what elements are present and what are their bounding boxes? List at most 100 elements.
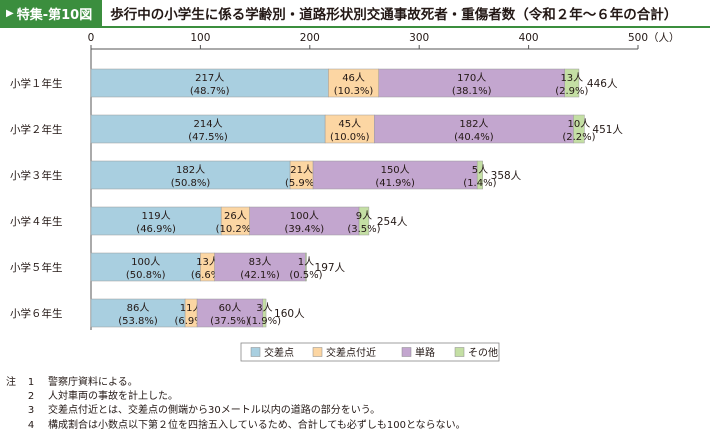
- data-label-count: 150人: [381, 164, 410, 176]
- x-tick-label: 200: [300, 32, 320, 44]
- data-label-count: 83人: [249, 256, 272, 268]
- data-label-count: 13人: [560, 72, 583, 84]
- data-label-percent: (50.8%): [171, 178, 211, 189]
- note-number: 3: [27, 405, 35, 417]
- bar-segment: [328, 68, 379, 98]
- data-label-count: 170人: [457, 72, 486, 84]
- chart-title: 歩行中の小学生に係る学齢別・道路形状別交通事故死者・重傷者数（令和２年～６年の合…: [110, 7, 678, 23]
- note-number: 1: [27, 377, 35, 388]
- figure-number: 特集-第10図: [16, 7, 93, 23]
- bar-segment: [196, 298, 264, 328]
- data-label-percent: (10.2%): [216, 224, 256, 235]
- note-row-4: 4 構成割合は小数点以下第２位を四捨五入しているため、合計しても必ずしも100と…: [6, 419, 466, 433]
- bar-segment: [90, 160, 291, 190]
- data-label-percent: (10.0%): [330, 132, 370, 143]
- x-tick-label: 500: [628, 32, 648, 44]
- total-label: 358人: [491, 170, 522, 182]
- note-number: 2: [27, 391, 35, 403]
- bar-segment: [374, 114, 574, 144]
- data-label-percent: (6.9%): [174, 316, 207, 327]
- data-label-percent: (2.2%): [562, 132, 595, 143]
- data-label-percent: (3.5%): [347, 224, 380, 235]
- category-label: 小学４年生: [10, 215, 63, 228]
- data-label-count: 182人: [459, 118, 488, 130]
- data-label-percent: (42.1%): [240, 270, 280, 281]
- bar-segment: [90, 68, 329, 98]
- total-label: 254人: [377, 216, 408, 228]
- note-row-1: 注 1 警察庁資料による。: [6, 376, 466, 390]
- legend-label: 交差点付近: [326, 346, 376, 359]
- x-tick-label: 0: [88, 32, 95, 44]
- note-row-3: 3 交差点付近とは、交差点の側端から30メートル以内の道路の部分をいう。: [6, 404, 466, 418]
- bar-segment: [249, 206, 360, 236]
- category-label: 小学１年生: [10, 77, 63, 90]
- triangle-right-icon: ▶: [6, 7, 14, 19]
- data-label-percent: (47.5%): [188, 132, 228, 143]
- bar-segment: [90, 114, 326, 144]
- data-label-count: 182人: [176, 164, 205, 176]
- legend-label: 交差点: [264, 346, 294, 359]
- category-label: 小学３年生: [10, 169, 63, 182]
- data-label-percent: (38.1%): [452, 86, 492, 97]
- data-label-count: 214人: [194, 118, 223, 130]
- notes: 注 1 警察庁資料による。 2 人対車両の事故を計上した。 3 交差点付近とは、…: [6, 376, 466, 433]
- note-text: 警察庁資料による。: [48, 377, 138, 388]
- category-label: 小学６年生: [10, 307, 63, 320]
- data-label-percent: (50.8%): [126, 270, 166, 281]
- data-label-count: 100人: [131, 256, 160, 268]
- data-label-count: 45人: [338, 118, 361, 130]
- bar-segment: [214, 252, 306, 282]
- data-label-percent: (0.5%): [289, 270, 322, 281]
- data-label-percent: (48.7%): [190, 86, 230, 97]
- figure-badge: ▶ 特集-第10図: [0, 0, 103, 26]
- figure-header: ▶ 特集-第10図 歩行中の小学生に係る学齢別・道路形状別交通事故死者・重傷者数…: [0, 0, 710, 28]
- total-label: 446人: [587, 78, 618, 90]
- data-label-percent: (5.9%): [285, 178, 318, 189]
- data-label-count: 5人: [472, 164, 488, 176]
- total-label: 451人: [592, 124, 623, 136]
- legend-swatch: [250, 347, 261, 357]
- stacked-bar-chart: 0 100 200 300 400 500 （人） 小学１年生 217人 (48.7%) 46人 (1…: [10, 32, 680, 362]
- data-label-count: 100人: [290, 210, 319, 222]
- data-label-count: 86人: [127, 302, 150, 314]
- data-label-percent: (39.4%): [285, 224, 325, 235]
- data-label-percent: (1.4%): [463, 178, 496, 189]
- bar-segment: [220, 206, 250, 236]
- note-text: 構成割合は小数点以下第２位を四捨五入しているため、合計しても必ずしも100となら…: [48, 419, 466, 431]
- x-tick-label: 300: [409, 32, 429, 44]
- legend-swatch: [454, 347, 465, 357]
- notes-prefix: 注: [6, 377, 16, 388]
- category-label: 小学２年生: [10, 123, 63, 136]
- data-label-count: 26人: [224, 210, 247, 222]
- data-label-count: 60人: [219, 302, 242, 314]
- note-number: 4: [27, 419, 35, 431]
- bar-segment: [378, 68, 565, 98]
- bar-segment: [476, 160, 483, 190]
- note-row-2: 2 人対車両の事故を計上した。: [6, 390, 466, 404]
- bar-segment: [573, 114, 585, 144]
- legend-swatch: [312, 347, 323, 357]
- data-label-percent: (1.9%): [248, 316, 281, 327]
- data-label-percent: (53.8%): [118, 316, 158, 327]
- data-label-count: 11人: [180, 302, 203, 314]
- legend-label: 単路: [415, 346, 435, 359]
- data-label-count: 9人: [356, 210, 372, 222]
- legend-swatch: [401, 347, 412, 357]
- data-label-percent: (41.9%): [375, 178, 415, 189]
- data-label-count: 13人: [196, 256, 219, 268]
- legend-label: その他: [468, 346, 498, 359]
- data-label-percent: (40.4%): [454, 132, 494, 143]
- note-text: 交差点付近とは、交差点の側端から30メートル以内の道路の部分をいう。: [48, 405, 381, 417]
- data-label-percent: (10.3%): [334, 86, 374, 97]
- bar-segment: [324, 114, 375, 144]
- total-label: 160人: [274, 308, 305, 320]
- bar-segment: [312, 160, 478, 190]
- data-label-count: 46人: [342, 72, 365, 84]
- bar-segment: [90, 298, 186, 328]
- data-label-count: 119人: [142, 210, 171, 222]
- data-label-percent: (37.5%): [210, 316, 250, 327]
- x-tick-label: 100: [190, 32, 210, 44]
- bar-segment: [90, 252, 201, 282]
- bar-segment: [305, 252, 307, 282]
- data-label-count: 21人: [290, 164, 313, 176]
